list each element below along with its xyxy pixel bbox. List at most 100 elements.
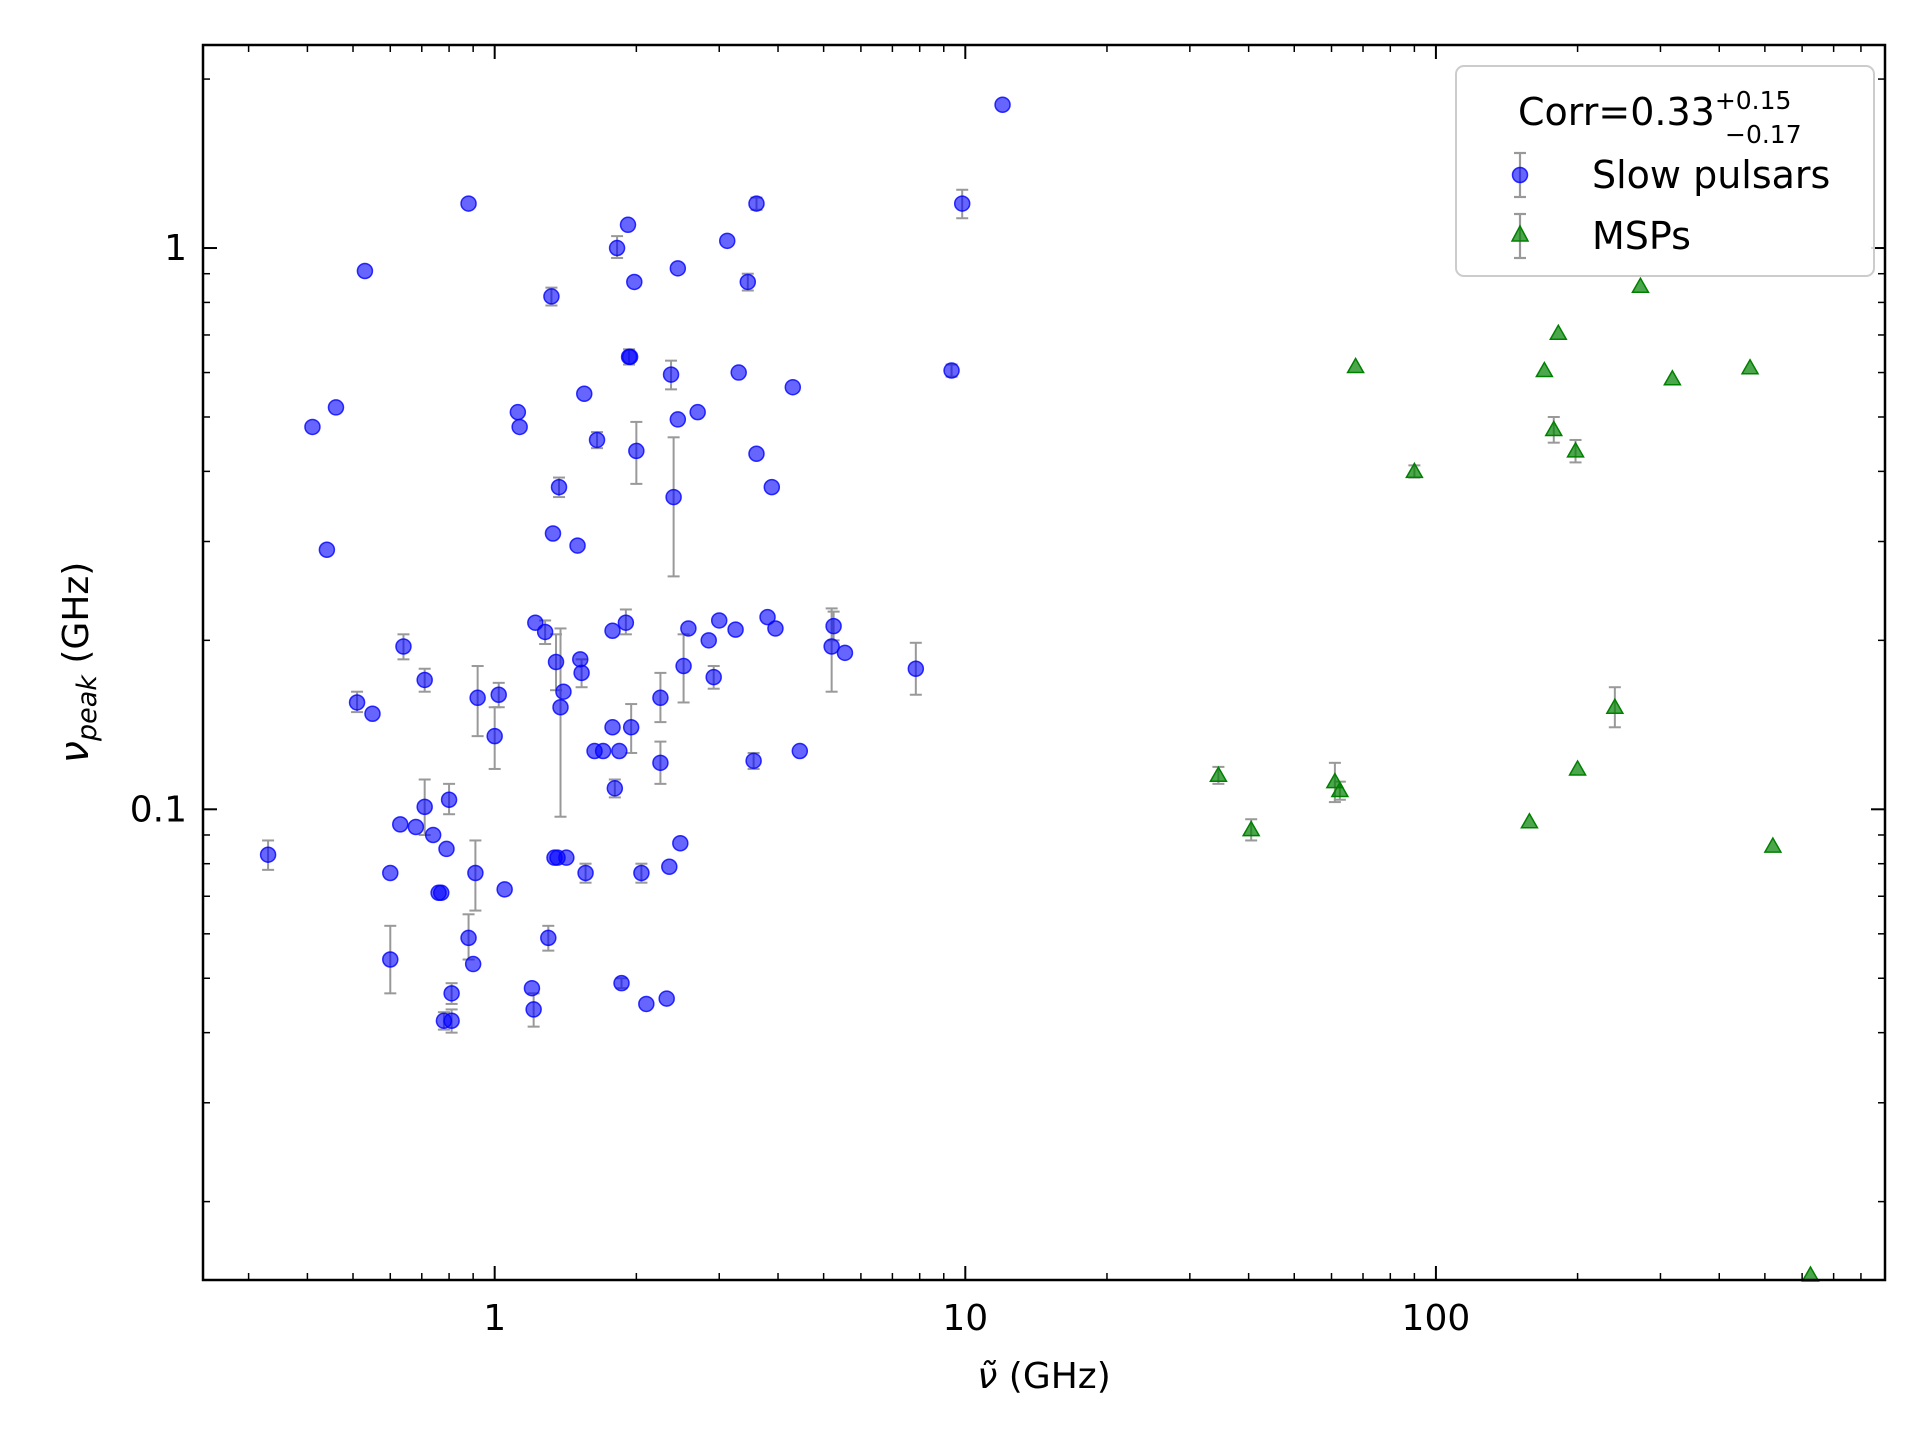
data-point-slow-pulsars [661,858,678,876]
data-point-msps [1330,781,1350,798]
data-point-slow-pulsars [669,411,687,428]
data-point-slow-pulsars [490,686,507,703]
data-point-slow-pulsars [523,979,541,997]
data-point-msps [1631,276,1650,293]
data-point-slow-pulsars [767,620,784,637]
data-point-slow-pulsars [438,840,455,858]
data-point-slow-pulsars [588,431,606,449]
data-point-slow-pulsars [486,727,503,745]
data-point-slow-pulsars [710,612,728,629]
x-tick-label: 1 [483,1298,506,1339]
data-point-slow-pulsars [613,974,630,992]
data-point-slow-pulsars [382,951,399,968]
data-point-slow-pulsars [907,660,925,677]
data-point-slow-pulsars [577,864,594,882]
data-point-slow-pulsars [525,1001,542,1018]
correlation-lower-error: −0.17 [1725,120,1802,149]
data-point-slow-pulsars [467,864,484,882]
data-point-slow-pulsars [730,364,747,381]
legend-entry-msps: MSPs [1510,212,1691,260]
data-point-slow-pulsars [469,689,486,707]
data-point-slow-pulsars [748,445,765,463]
x-axis-symbol: ν̃ [977,1356,997,1397]
data-point-slow-pulsars [763,478,781,496]
data-point-slow-pulsars [460,929,477,947]
data-point-slow-pulsars [619,216,637,234]
data-point-msps [1568,759,1587,776]
correlation-annotation: Corr=0.33+0.15 −0.17 [1518,86,1802,149]
data-point-msps [1566,441,1585,458]
data-point-slow-pulsars [606,780,624,797]
data-point-msps [1549,323,1568,340]
data-point-slow-pulsars [748,195,765,212]
data-point-msps [1241,820,1261,837]
data-point-slow-pulsars [509,403,527,421]
data-point-slow-pulsars [665,488,682,506]
error-bars [262,188,1621,1034]
data-point-msps [1346,357,1365,374]
data-point-slow-pulsars [259,846,277,863]
data-point-slow-pulsars [791,742,809,760]
data-point-slow-pulsars [658,990,675,1007]
data-point-msps [1740,358,1760,375]
data-point-slow-pulsars [433,884,450,902]
data-point-slow-pulsars [608,239,626,257]
data-point-slow-pulsars [552,698,569,716]
data-point-slow-pulsars [745,752,762,770]
data-point-slow-pulsars [496,881,513,898]
data-point-slow-pulsars [511,418,528,436]
data-point-slow-pulsars [626,273,643,291]
data-point-msps [1535,361,1554,378]
data-point-slow-pulsars [604,719,621,736]
data-point-slow-pulsars [573,664,590,682]
data-point-slow-pulsars [739,273,757,291]
data-point-slow-pulsars [823,638,840,655]
data-point-slow-pulsars [759,608,776,626]
data-point-slow-pulsars [356,262,374,280]
data-point-slow-pulsars [382,864,399,882]
legend: Corr=0.33+0.15 −0.17 Slow pulsars MSPs [1455,65,1875,277]
data-point-slow-pulsars [633,864,650,882]
x-axis-unit: (GHz) [997,1356,1110,1397]
data-markers [259,96,1820,1282]
legend-box [1455,65,1875,277]
data-point-slow-pulsars [672,834,689,852]
data-point-slow-pulsars [543,288,560,305]
data-point-slow-pulsars [622,719,640,736]
data-point-slow-pulsars [555,683,572,700]
data-point-slow-pulsars [569,537,586,554]
data-point-slow-pulsars [718,232,736,250]
data-point-slow-pulsars [348,694,366,711]
plot-frame [201,43,1887,1282]
data-point-slow-pulsars [572,651,589,668]
data-point-slow-pulsars [416,671,433,689]
y-axis-label: νpeak (GHz) [52,562,103,764]
data-point-slow-pulsars [700,632,717,649]
data-point-slow-pulsars [443,985,460,1002]
data-point-slow-pulsars [391,816,409,833]
data-point-slow-pulsars [705,668,722,686]
correlation-upper-error: +0.15 [1715,86,1792,115]
legend-label-msps: MSPs [1592,214,1691,258]
data-point-msps [1405,461,1424,479]
axis-ticks: 1 10 100 0.1 1 [130,45,1885,1339]
legend-marker-slow-pulsars [1511,166,1529,184]
y-tick-label: 0.1 [130,789,187,830]
data-point-slow-pulsars [638,995,655,1013]
legend-marker-msps [1510,224,1530,242]
data-point-slow-pulsars [318,541,336,559]
data-point-slow-pulsars [652,754,669,772]
data-point-slow-pulsars [424,826,442,844]
data-point-slow-pulsars [540,929,557,947]
data-point-slow-pulsars [604,622,621,640]
data-point-slow-pulsars [327,399,345,416]
data-point-slow-pulsars [407,818,425,836]
data-point-slow-pulsars [953,195,971,212]
data-point-msps [1605,697,1625,714]
data-point-slow-pulsars [416,798,433,816]
x-tick-label: 10 [942,1298,988,1339]
data-point-slow-pulsars [628,442,645,460]
y-axis-symbol: ν [52,741,98,763]
data-point-slow-pulsars [558,849,575,866]
